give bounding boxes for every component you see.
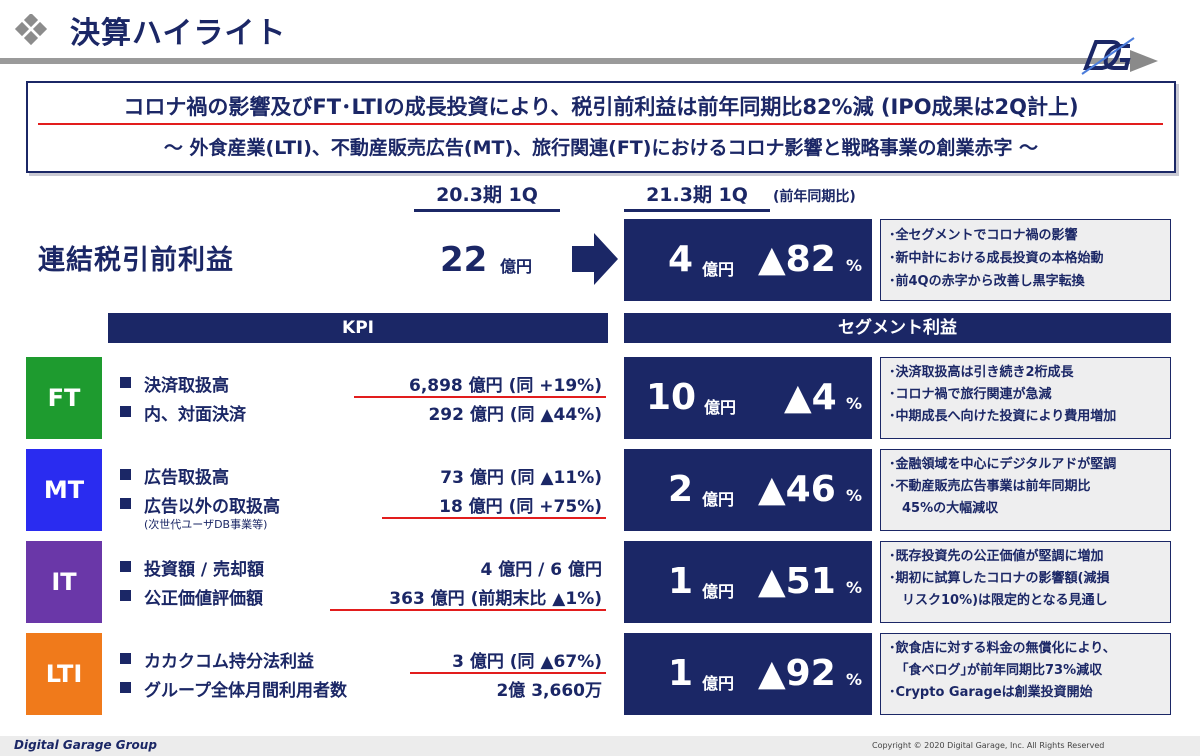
- headline-underline: [38, 123, 1163, 125]
- result-percent: %: [846, 486, 863, 505]
- result-change: ▲46: [758, 469, 836, 510]
- square-bullet-icon: [120, 498, 131, 509]
- prev-value: 22: [440, 240, 488, 280]
- result-unit: 億円: [704, 398, 737, 417]
- consolidated-result: 4 億円 ▲82 %: [624, 219, 872, 301]
- segment-tag: IT: [26, 541, 102, 623]
- kpi-label: 投資額 / 売却額: [144, 560, 265, 580]
- headline-box: コロナ禍の影響及びFT･LTIの成長投資により、税引前利益は前年同期比82%減 …: [26, 81, 1176, 173]
- result-percent: %: [846, 256, 863, 275]
- header-rule: [0, 58, 1135, 64]
- footer-copyright: Copyright © 2020 Digital Garage, Inc. Al…: [872, 741, 1105, 750]
- note-line: ･Crypto Garageは創業投資開始: [889, 685, 1093, 700]
- note-line: ･既存投資先の公正価値が堅調に増加: [889, 549, 1104, 564]
- period-prev: 20.3期 1Q: [414, 180, 560, 212]
- page-title: 決算ハイライト: [70, 16, 287, 51]
- segment-notes: ･既存投資先の公正価値が堅調に増加 ･期初に試算したコロナの影響額(減損 リスク1…: [880, 541, 1171, 623]
- result-value: 1: [668, 561, 694, 602]
- kpi-value: 363 億円 (前期末比 ▲1%): [389, 589, 602, 609]
- square-bullet-icon: [120, 469, 131, 480]
- square-bullet-icon: [120, 590, 131, 601]
- square-bullet-icon: [120, 406, 131, 417]
- result-unit: 億円: [702, 490, 735, 509]
- kpi-value: 6,898 億円 (同 +19%): [408, 376, 602, 396]
- kpi-label: 決済取扱高: [144, 376, 229, 396]
- segment-result: 1 億円 ▲92%: [624, 633, 872, 715]
- result-value: 4: [668, 239, 694, 280]
- note-line: ｢食べログ｣が前年同期比73%減収: [889, 663, 1103, 678]
- result-change: ▲4: [784, 377, 837, 418]
- kpi-value: 73 億円 (同 ▲11%): [440, 468, 602, 488]
- result-percent: %: [846, 670, 863, 689]
- dg-logo-icon: [1081, 37, 1135, 75]
- result-percent: %: [846, 578, 863, 597]
- note-line: ･コロナ禍で旅行関連が急減: [889, 387, 1052, 402]
- segment-notes: ･金融領域を中心にデジタルアドが堅調 ･不動産販売広告事業は前年同期比 45%の大…: [880, 449, 1171, 531]
- footer-bar: [0, 736, 1200, 756]
- segment-notes: ･決済取扱高は引き続き2桁成長 ･コロナ禍で旅行関連が急減 ･中期成長へ向けた投資に…: [880, 357, 1171, 439]
- note-line: ･全セグメントでコロナ禍の影響: [889, 228, 1078, 243]
- result-unit: 億円: [702, 674, 735, 693]
- segment-result: 2 億円 ▲46%: [624, 449, 872, 531]
- note-line: ･新中計における成長投資の本格始動: [889, 251, 1104, 266]
- red-underline: [330, 609, 606, 611]
- consolidated-notes: ･全セグメントでコロナ禍の影響 ･新中計における成長投資の本格始動 ･前4Qの赤…: [880, 219, 1171, 301]
- kpi-label: 公正価値評価額: [144, 589, 263, 609]
- segment-tag: MT: [26, 449, 102, 531]
- result-change: ▲82: [758, 239, 836, 280]
- red-underline: [410, 672, 606, 674]
- consolidated-label: 連結税引前利益: [38, 245, 234, 276]
- result-value: 1: [668, 653, 694, 694]
- kpi-value: 292 億円 (同 ▲44%): [428, 405, 602, 425]
- note-line: リスク10%)は限定的となる見通し: [889, 593, 1108, 608]
- result-change: ▲92: [758, 653, 836, 694]
- note-line: ･金融領域を中心にデジタルアドが堅調: [889, 457, 1117, 472]
- red-underline: [354, 396, 606, 398]
- kpi-label: 内、対面決済: [144, 405, 246, 425]
- note-line: ･不動産販売広告事業は前年同期比: [889, 479, 1091, 494]
- red-underline: [382, 517, 606, 519]
- result-value: 2: [668, 469, 694, 510]
- kpi-label: 広告以外の取扱高: [144, 497, 280, 517]
- kpi-value: 4 億円 / 6 億円: [480, 560, 602, 580]
- square-bullet-icon: [120, 653, 131, 664]
- segment-tag: FT: [26, 357, 102, 439]
- result-value: 10: [646, 377, 697, 418]
- kpi-label: 広告取扱高: [144, 468, 229, 488]
- headline-sub: 〜 外食産業(LTI)、不動産販売広告(MT)、旅行関連(FT)におけるコロナ影…: [163, 137, 1039, 159]
- prev-unit: 億円: [500, 257, 533, 276]
- note-line: 45%の大幅減収: [889, 501, 999, 516]
- right-arrow-icon: [572, 233, 618, 285]
- kpi-value: 3 億円 (同 ▲67%): [452, 652, 602, 672]
- square-bullet-icon: [120, 377, 131, 388]
- note-line: ･前4Qの赤字から改善し黒字転換: [889, 274, 1085, 289]
- segment-profit-header: セグメント利益: [624, 313, 1171, 343]
- segment-tag: LTI: [26, 633, 102, 715]
- footer-logo: Digital Garage Group: [14, 738, 157, 752]
- period-note: (前年同期比): [773, 189, 856, 205]
- diamond-grid-icon: [14, 14, 48, 46]
- square-bullet-icon: [120, 682, 131, 693]
- note-line: ･決済取扱高は引き続き2桁成長: [889, 365, 1074, 380]
- arrow-right-icon: [1130, 50, 1158, 72]
- result-unit: 億円: [702, 582, 735, 601]
- result-change: ▲51: [758, 561, 836, 602]
- segment-result: 10 億円 ▲4%: [624, 357, 872, 439]
- kpi-label: グループ全体月間利用者数: [144, 681, 347, 701]
- note-line: ･期初に試算したコロナの影響額(減損: [889, 571, 1110, 586]
- headline-main: コロナ禍の影響及びFT･LTIの成長投資により、税引前利益は前年同期比82%減 …: [123, 95, 1079, 119]
- result-unit: 億円: [702, 260, 735, 279]
- note-line: ･飲食店に対する料金の無償化により、: [889, 641, 1116, 656]
- kpi-header: KPI: [108, 313, 608, 343]
- note-line: ･中期成長へ向けた投資により費用増加: [889, 409, 1117, 424]
- result-percent: %: [846, 394, 863, 413]
- square-bullet-icon: [120, 561, 131, 572]
- kpi-sub-label: (次世代ユーザDB事業等): [144, 518, 268, 531]
- kpi-label: カカクコム持分法利益: [144, 652, 314, 672]
- kpi-value: 18 億円 (同 +75%): [439, 497, 602, 517]
- kpi-value: 2億 3,660万: [496, 681, 602, 701]
- segment-result: 1 億円 ▲51%: [624, 541, 872, 623]
- period-curr: 21.3期 1Q: [624, 180, 770, 212]
- segment-notes: ･飲食店に対する料金の無償化により、 ｢食べログ｣が前年同期比73%減収 ･Cry…: [880, 633, 1171, 715]
